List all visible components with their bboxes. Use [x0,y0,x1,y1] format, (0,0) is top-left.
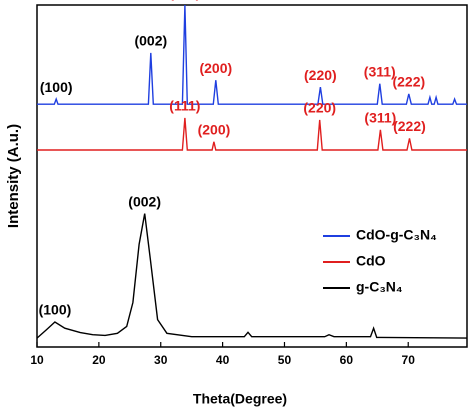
series-line [37,4,467,105]
peak-label: (002) [128,193,161,209]
peak-label: (002) [134,33,167,49]
peak-label: (220) [303,100,336,116]
x-tick-label: 20 [92,353,106,367]
series-line [37,117,467,151]
peak-label: (222) [392,74,425,90]
x-tick-label: 50 [278,353,292,367]
peak-label: (311) [364,63,396,79]
plot-frame [36,4,468,348]
legend-label: CdO [356,253,386,269]
peak-label: (311) [364,110,396,126]
peak-label: (111) [169,98,200,114]
x-tick-label: 30 [154,353,168,367]
peak-label: (220) [304,67,337,83]
x-tick-label: 60 [340,353,354,367]
peak-label: (111) [169,0,200,1]
peak-label: (100) [39,302,72,318]
legend-label: CdO-g-C₃N₄ [356,227,437,243]
series-line [36,213,468,339]
x-tick-label: 40 [216,353,230,367]
y-axis-label: Intensity (A.u.) [5,124,22,228]
x-tick-label: 10 [30,353,44,367]
x-axis-label: Theta(Degree) [193,391,287,407]
peak-label: (200) [199,60,232,76]
peak-label: (222) [393,118,426,134]
peak-label: (200) [198,122,231,138]
peak-label: (100) [40,79,73,95]
legend-label: g-C₃N₄ [356,279,403,295]
x-tick-label: 70 [402,353,416,367]
